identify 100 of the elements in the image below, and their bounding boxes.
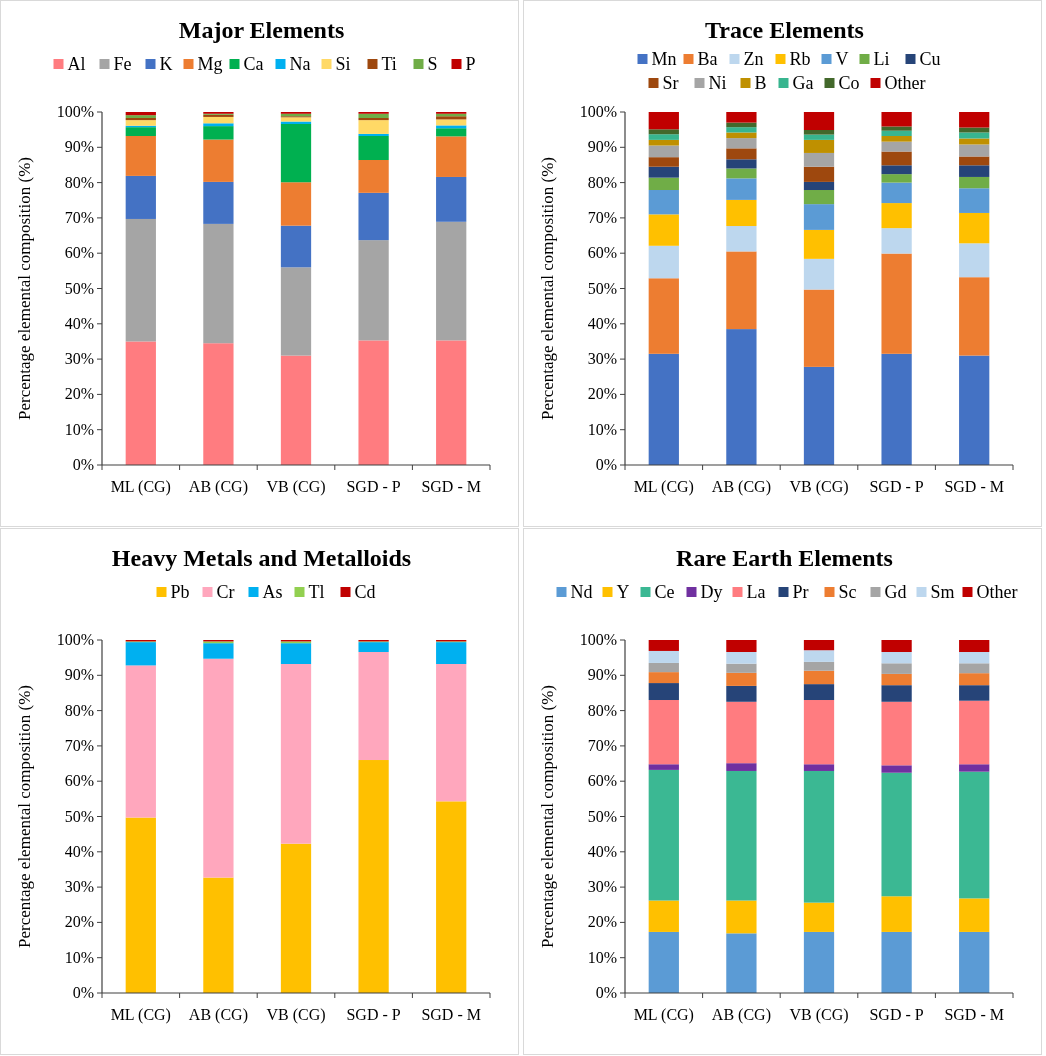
legend-label: Pr [792, 582, 809, 602]
bar [648, 640, 679, 651]
bar [280, 267, 312, 356]
x-tick-label: ML (CG) [110, 1006, 171, 1024]
x-tick-label: AB (CG) [711, 1006, 771, 1024]
legend-label: Fe [113, 54, 132, 74]
bar [881, 765, 912, 773]
bar [125, 175, 156, 219]
x-tick-label: SGD - M [944, 1006, 1004, 1023]
bar [125, 136, 156, 176]
bar [803, 931, 835, 993]
bar [803, 258, 835, 290]
bar [959, 277, 990, 356]
bar [280, 124, 312, 183]
y-tick-label: 100% [56, 103, 94, 120]
bar [648, 683, 679, 701]
chart-title: Major Elements [178, 17, 345, 43]
legend-label: Mg [197, 54, 223, 74]
legend-label: La [746, 582, 766, 602]
y-axis-title: Percentage elemental composition (%) [538, 157, 557, 420]
x-tick-label: SGD - M [421, 478, 481, 495]
bar [959, 138, 990, 145]
bar [125, 642, 156, 666]
bar [726, 933, 757, 993]
legend-label: Cu [919, 49, 941, 69]
legend-label: Dy [700, 582, 723, 602]
bar [803, 670, 835, 685]
bar [726, 132, 757, 139]
bar [959, 663, 990, 674]
bar [436, 176, 467, 222]
bar [726, 652, 757, 664]
bar [648, 900, 679, 932]
legend-label: Other [976, 582, 1018, 602]
bar [280, 664, 312, 844]
y-tick-label: 20% [587, 385, 617, 403]
bar [203, 181, 234, 224]
y-tick-label: 30% [64, 350, 94, 368]
y-tick-label: 0% [595, 984, 617, 1001]
bar [881, 685, 912, 702]
bar [726, 663, 757, 673]
y-axis-title: Percentage elemental composition (%) [15, 157, 34, 420]
legend-label: Ti [381, 54, 397, 74]
y-tick-label: 10% [587, 420, 617, 438]
y-tick-label: 0% [72, 984, 94, 1001]
bar [436, 128, 467, 137]
bar [881, 182, 912, 204]
bar [959, 156, 990, 166]
legend-label: Ni [708, 73, 727, 93]
bar [125, 120, 156, 126]
bar [803, 661, 835, 671]
x-tick-label: AB (CG) [711, 478, 771, 496]
legend-label: Ca [243, 54, 264, 74]
bar [881, 228, 912, 254]
legend-label: S [427, 54, 438, 74]
bar [203, 139, 234, 182]
bar [648, 134, 679, 140]
bar [881, 253, 912, 354]
y-tick-label: 10% [64, 948, 94, 966]
bar [959, 700, 990, 765]
bar [648, 145, 679, 158]
y-tick-label: 30% [587, 878, 617, 896]
y-tick-label: 10% [587, 948, 617, 966]
bar [959, 243, 990, 278]
bar [881, 174, 912, 183]
legend-label: Ce [654, 582, 675, 602]
bar [959, 165, 990, 177]
legend-label: Y [616, 582, 630, 602]
bar [280, 117, 312, 122]
bar [881, 151, 912, 166]
legend-label: Sm [930, 582, 955, 602]
y-tick-label: 90% [64, 138, 94, 156]
legend-label: Na [289, 54, 311, 74]
bar [358, 118, 389, 121]
y-tick-label: 70% [64, 208, 94, 226]
bar [280, 643, 312, 664]
bar [726, 199, 757, 227]
bar [726, 178, 757, 200]
bar [436, 642, 467, 664]
x-tick-label: SGD - P [346, 478, 401, 495]
bar [726, 112, 757, 123]
bar [648, 129, 679, 135]
bar [959, 898, 990, 932]
y-tick-label: 100% [579, 103, 617, 120]
bar [881, 673, 912, 686]
bar [125, 127, 156, 136]
legend-label: Ga [792, 73, 814, 93]
bar [648, 769, 679, 901]
x-tick-label: AB (CG) [188, 1006, 248, 1024]
x-tick-label: VB (CG) [266, 1006, 326, 1024]
bar [726, 640, 757, 652]
bar [648, 112, 679, 130]
bar [280, 843, 312, 993]
y-tick-label: 50% [64, 807, 94, 825]
y-tick-label: 70% [587, 208, 617, 226]
bar [648, 166, 679, 178]
legend-label: Pb [170, 582, 190, 602]
bar [358, 652, 389, 761]
legend-label: Mn [651, 49, 677, 69]
bar [803, 152, 835, 167]
y-tick-label: 50% [587, 279, 617, 297]
